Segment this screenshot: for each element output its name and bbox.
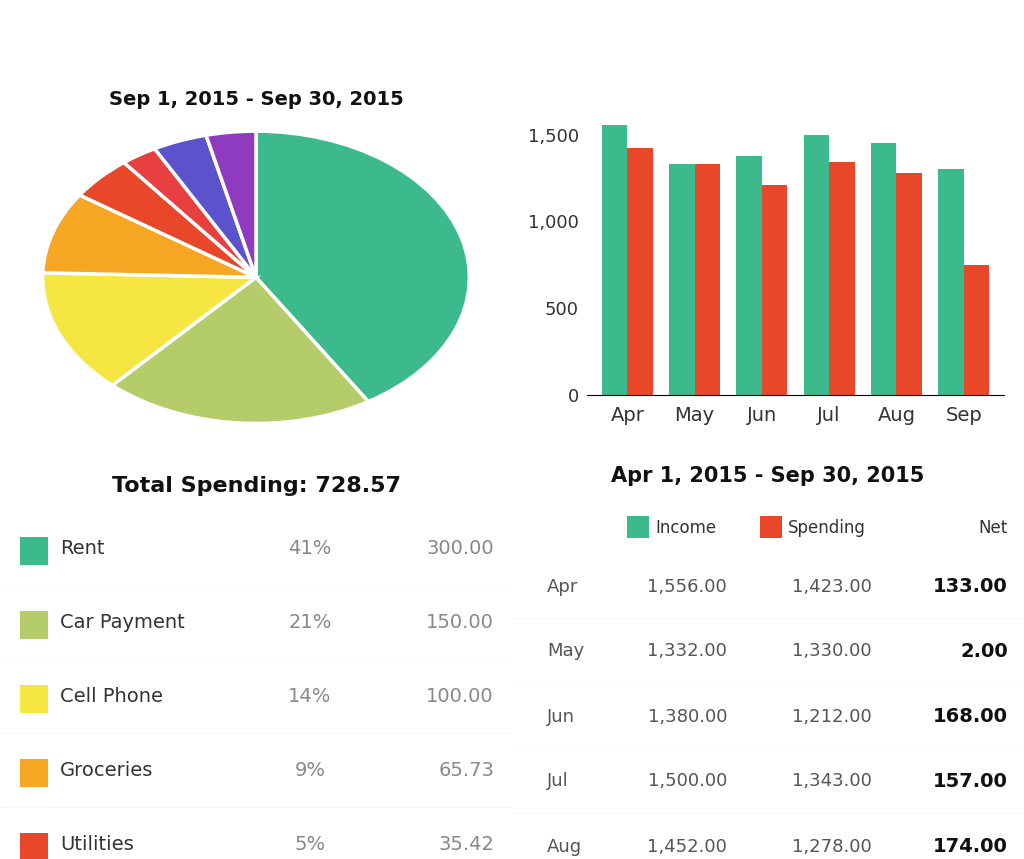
Text: Aug: Aug <box>547 838 582 856</box>
Bar <box>20 612 48 639</box>
Bar <box>20 685 48 713</box>
Wedge shape <box>113 277 369 423</box>
Text: 2.00: 2.00 <box>961 642 1008 661</box>
Text: Spending by Envelope: Spending by Envelope <box>55 26 403 54</box>
Wedge shape <box>256 131 469 401</box>
Text: ▦: ▦ <box>952 28 976 52</box>
Text: 1,330.00: 1,330.00 <box>793 643 872 661</box>
Wedge shape <box>124 149 256 277</box>
Bar <box>804 135 829 395</box>
Text: Utilities: Utilities <box>60 836 134 855</box>
Text: 1,556.00: 1,556.00 <box>647 577 727 595</box>
Text: 150.00: 150.00 <box>426 613 494 632</box>
Text: 157.00: 157.00 <box>933 772 1008 791</box>
Bar <box>628 148 653 395</box>
Text: ▦: ▦ <box>440 28 464 52</box>
Text: Income vs Spending: Income vs Spending <box>567 26 882 54</box>
Text: 1,500.00: 1,500.00 <box>647 772 727 790</box>
Text: 41%: 41% <box>289 539 332 558</box>
Text: 300.00: 300.00 <box>426 539 494 558</box>
Text: Apr 1, 2015 - Sep 30, 2015: Apr 1, 2015 - Sep 30, 2015 <box>611 466 925 486</box>
Text: Net: Net <box>979 519 1008 537</box>
Bar <box>694 164 720 395</box>
Text: 35.42: 35.42 <box>438 836 494 855</box>
Bar <box>627 516 649 539</box>
Bar <box>762 185 787 395</box>
Bar <box>20 759 48 788</box>
Text: 174.00: 174.00 <box>933 837 1008 856</box>
Text: Total Spending: 728.57: Total Spending: 728.57 <box>112 476 400 496</box>
Text: Jun: Jun <box>547 708 575 726</box>
Text: Income: Income <box>655 519 716 537</box>
Text: 5%: 5% <box>295 836 326 855</box>
Text: Sep 1, 2015 - Sep 30, 2015: Sep 1, 2015 - Sep 30, 2015 <box>109 90 403 109</box>
Wedge shape <box>43 195 256 277</box>
Text: Jul: Jul <box>547 772 568 790</box>
Bar <box>669 164 694 395</box>
Text: Rent: Rent <box>60 539 104 558</box>
Text: ⋮: ⋮ <box>474 23 510 57</box>
Bar <box>20 537 48 565</box>
Bar <box>896 174 922 395</box>
Bar <box>870 143 896 395</box>
Text: 1,452.00: 1,452.00 <box>647 838 727 856</box>
Bar <box>760 516 782 539</box>
Text: Spending: Spending <box>788 519 866 537</box>
Text: 133.00: 133.00 <box>933 577 1008 596</box>
Text: 9%: 9% <box>295 761 326 781</box>
Bar <box>20 833 48 859</box>
Text: ←: ← <box>530 26 555 54</box>
Bar <box>736 155 762 395</box>
Text: 1,278.00: 1,278.00 <box>793 838 872 856</box>
Wedge shape <box>206 131 256 277</box>
Text: 14%: 14% <box>289 687 332 706</box>
Bar <box>602 125 628 395</box>
Text: Car Payment: Car Payment <box>60 613 184 632</box>
Wedge shape <box>43 273 256 386</box>
Text: Groceries: Groceries <box>60 761 154 781</box>
Text: Cell Phone: Cell Phone <box>60 687 163 706</box>
Bar <box>964 265 989 395</box>
Text: 1,332.00: 1,332.00 <box>647 643 727 661</box>
Text: Apr: Apr <box>547 577 579 595</box>
Bar <box>938 169 964 395</box>
Text: ←: ← <box>18 26 43 54</box>
Text: May: May <box>547 643 585 661</box>
Text: 1,423.00: 1,423.00 <box>793 577 872 595</box>
Text: 1,343.00: 1,343.00 <box>793 772 872 790</box>
Text: 100.00: 100.00 <box>426 687 494 706</box>
Text: ⋮: ⋮ <box>986 23 1022 57</box>
Bar <box>829 162 855 395</box>
Wedge shape <box>155 135 256 277</box>
Text: 65.73: 65.73 <box>438 761 494 781</box>
Wedge shape <box>80 162 256 277</box>
Text: 168.00: 168.00 <box>933 707 1008 726</box>
Text: 21%: 21% <box>289 613 332 632</box>
Text: 1,212.00: 1,212.00 <box>793 708 872 726</box>
Text: 1,380.00: 1,380.00 <box>647 708 727 726</box>
